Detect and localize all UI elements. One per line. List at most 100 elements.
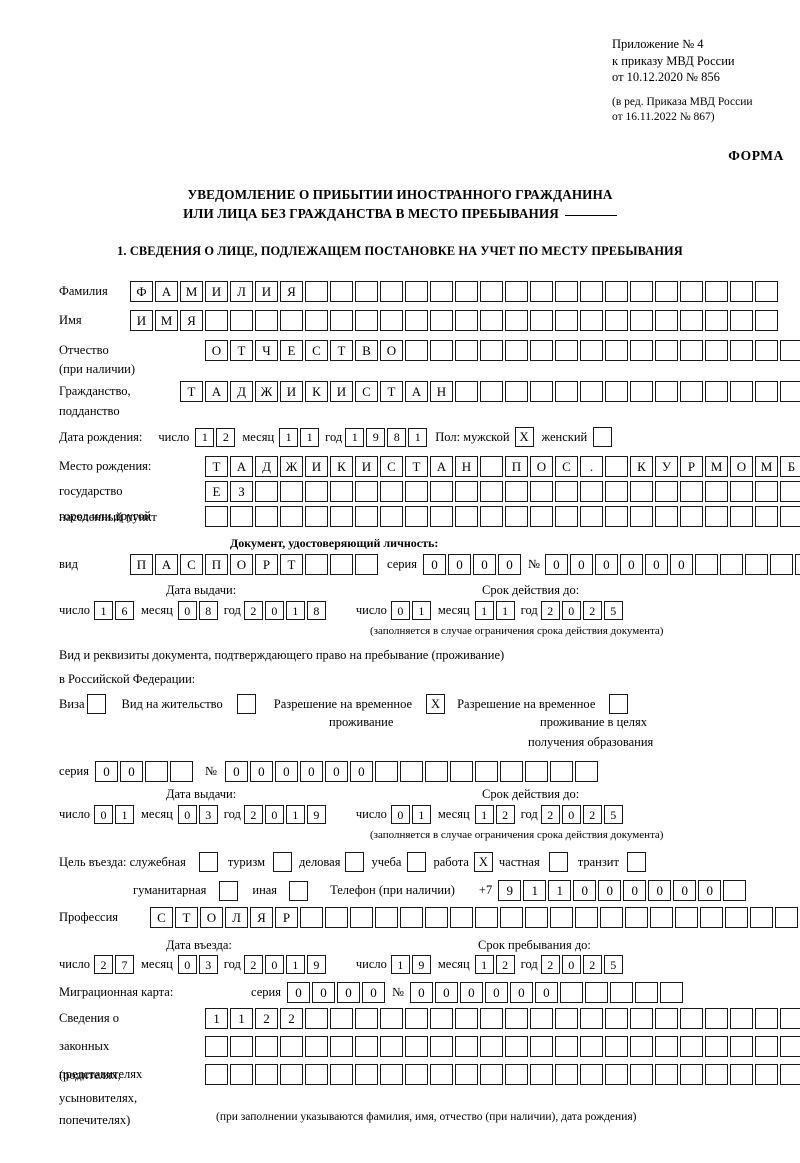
char-cell[interactable]: 0 [177, 955, 197, 974]
char-cell[interactable]: И [280, 381, 303, 402]
char-cell[interactable] [205, 1036, 228, 1057]
char-cell[interactable]: 0 [390, 805, 410, 824]
char-cell[interactable] [355, 1008, 378, 1029]
char-cell[interactable] [530, 1008, 553, 1029]
char-cell[interactable]: 1 [230, 1008, 253, 1029]
char-cell[interactable]: Р [275, 907, 298, 928]
char-cell[interactable] [325, 907, 348, 928]
char-cell[interactable]: 0 [264, 805, 284, 824]
char-cell[interactable] [630, 340, 653, 361]
char-cell[interactable]: . [580, 456, 603, 477]
char-cell[interactable] [424, 761, 448, 782]
char-cell[interactable] [505, 1064, 528, 1085]
char-cell[interactable] [630, 1064, 653, 1085]
char-cell[interactable] [505, 1036, 528, 1057]
checkbox-sluzhebnaya[interactable] [198, 852, 218, 872]
char-cell[interactable] [555, 381, 578, 402]
char-cell[interactable]: Е [205, 481, 228, 502]
char-cell[interactable] [405, 481, 428, 502]
char-cell[interactable]: 2 [582, 601, 602, 620]
char-cell[interactable] [455, 1036, 478, 1057]
char-cell[interactable] [255, 481, 278, 502]
char-cell[interactable]: 1 [94, 601, 114, 620]
char-cell[interactable] [300, 907, 323, 928]
char-cell[interactable]: О [230, 554, 253, 575]
char-cell[interactable] [355, 310, 378, 331]
char-cell[interactable]: 0 [94, 761, 118, 782]
char-cell[interactable] [524, 761, 548, 782]
char-cell[interactable] [405, 506, 428, 527]
char-cell[interactable]: 6 [115, 601, 135, 620]
char-cell[interactable] [355, 1036, 378, 1057]
char-cell[interactable]: П [505, 456, 528, 477]
char-cell[interactable]: З [230, 481, 253, 502]
char-cell[interactable]: 1 [474, 955, 494, 974]
char-cell[interactable] [380, 281, 403, 302]
char-cell[interactable] [455, 381, 478, 402]
char-cell[interactable]: А [155, 281, 178, 302]
char-cell[interactable] [730, 481, 753, 502]
char-cell[interactable]: 0 [698, 880, 722, 901]
char-cell[interactable]: 8 [387, 427, 407, 447]
char-cell[interactable] [655, 281, 678, 302]
char-cell[interactable] [725, 907, 748, 928]
char-cell[interactable]: А [230, 456, 253, 477]
char-cell[interactable] [705, 481, 728, 502]
char-cell[interactable]: 5 [603, 805, 623, 824]
char-cell[interactable] [480, 1064, 503, 1085]
char-cell[interactable]: О [730, 456, 753, 477]
char-cell[interactable] [780, 1008, 800, 1029]
char-cell[interactable]: 0 [177, 601, 197, 620]
char-cell[interactable]: 0 [299, 761, 323, 782]
char-cell[interactable] [505, 481, 528, 502]
char-cell[interactable]: Т [405, 456, 428, 477]
char-cell[interactable]: 2 [94, 955, 114, 974]
char-cell[interactable]: 0 [434, 982, 458, 1003]
input-representatives-line-2[interactable] [205, 1036, 800, 1057]
char-cell[interactable] [605, 456, 628, 477]
char-cell[interactable] [655, 481, 678, 502]
char-cell[interactable] [755, 506, 778, 527]
char-cell[interactable] [380, 506, 403, 527]
char-cell[interactable]: Ф [130, 281, 153, 302]
char-cell[interactable] [455, 1008, 478, 1029]
char-cell[interactable] [559, 982, 583, 1003]
char-cell[interactable] [525, 907, 548, 928]
char-cell[interactable]: И [305, 456, 328, 477]
char-cell[interactable]: О [380, 340, 403, 361]
char-cell[interactable] [680, 310, 703, 331]
char-cell[interactable]: 1 [548, 880, 572, 901]
char-cell[interactable] [480, 1008, 503, 1029]
char-cell[interactable] [705, 1036, 728, 1057]
char-cell[interactable]: А [155, 554, 178, 575]
char-cell[interactable]: 0 [534, 982, 558, 1003]
char-cell[interactable]: 2 [540, 805, 560, 824]
char-cell[interactable] [430, 506, 453, 527]
char-cell[interactable]: Т [205, 456, 228, 477]
char-cell[interactable] [580, 381, 603, 402]
char-cell[interactable] [500, 907, 523, 928]
char-cell[interactable] [655, 1008, 678, 1029]
char-cell[interactable]: 9 [498, 880, 522, 901]
char-cell[interactable] [455, 310, 478, 331]
char-cell[interactable] [374, 761, 398, 782]
char-cell[interactable]: 0 [619, 554, 643, 575]
char-cell[interactable]: 1 [115, 805, 135, 824]
char-cell[interactable] [700, 907, 723, 928]
char-cell[interactable] [755, 381, 778, 402]
char-cell[interactable] [630, 481, 653, 502]
char-cell[interactable]: 0 [598, 880, 622, 901]
char-cell[interactable] [744, 554, 768, 575]
char-cell[interactable]: С [305, 340, 328, 361]
char-cell[interactable]: 1 [205, 1008, 228, 1029]
char-cell[interactable]: 2 [495, 805, 515, 824]
char-cell[interactable] [355, 554, 378, 575]
